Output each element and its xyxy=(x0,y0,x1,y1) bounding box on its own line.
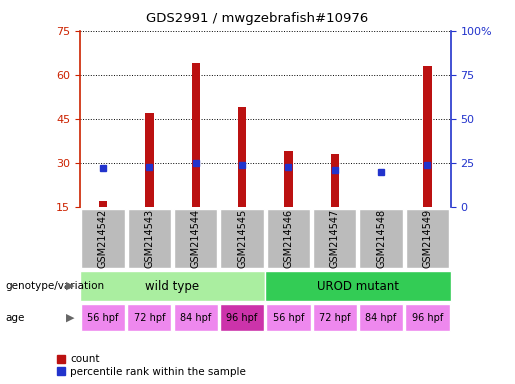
Bar xyxy=(192,63,200,207)
Text: GSM214544: GSM214544 xyxy=(191,209,201,268)
Text: GSM214548: GSM214548 xyxy=(376,209,386,268)
Text: 84 hpf: 84 hpf xyxy=(366,313,397,323)
Text: ▶: ▶ xyxy=(66,313,75,323)
Text: 96 hpf: 96 hpf xyxy=(412,313,443,323)
Text: 72 hpf: 72 hpf xyxy=(133,313,165,323)
Text: 84 hpf: 84 hpf xyxy=(180,313,211,323)
Bar xyxy=(99,202,107,207)
Legend: count, percentile rank within the sample: count, percentile rank within the sample xyxy=(57,354,246,377)
Text: 72 hpf: 72 hpf xyxy=(319,313,351,323)
Bar xyxy=(145,113,153,207)
Text: 96 hpf: 96 hpf xyxy=(227,313,258,323)
Text: age: age xyxy=(5,313,25,323)
Text: GSM214547: GSM214547 xyxy=(330,209,340,268)
Text: wild type: wild type xyxy=(145,280,200,293)
Text: 56 hpf: 56 hpf xyxy=(88,313,118,323)
Text: ▶: ▶ xyxy=(66,281,75,291)
Bar xyxy=(331,154,339,207)
Text: GDS2991 / mwgzebrafish#10976: GDS2991 / mwgzebrafish#10976 xyxy=(146,12,369,25)
Text: GSM214545: GSM214545 xyxy=(237,209,247,268)
Text: GSM214542: GSM214542 xyxy=(98,209,108,268)
Text: GSM214549: GSM214549 xyxy=(422,209,433,268)
Text: UROD mutant: UROD mutant xyxy=(317,280,399,293)
Text: GSM214543: GSM214543 xyxy=(144,209,154,268)
Bar xyxy=(238,107,246,207)
Bar xyxy=(423,66,432,207)
Text: 56 hpf: 56 hpf xyxy=(273,313,304,323)
Text: genotype/variation: genotype/variation xyxy=(5,281,104,291)
Bar xyxy=(284,151,293,207)
Text: GSM214546: GSM214546 xyxy=(283,209,294,268)
